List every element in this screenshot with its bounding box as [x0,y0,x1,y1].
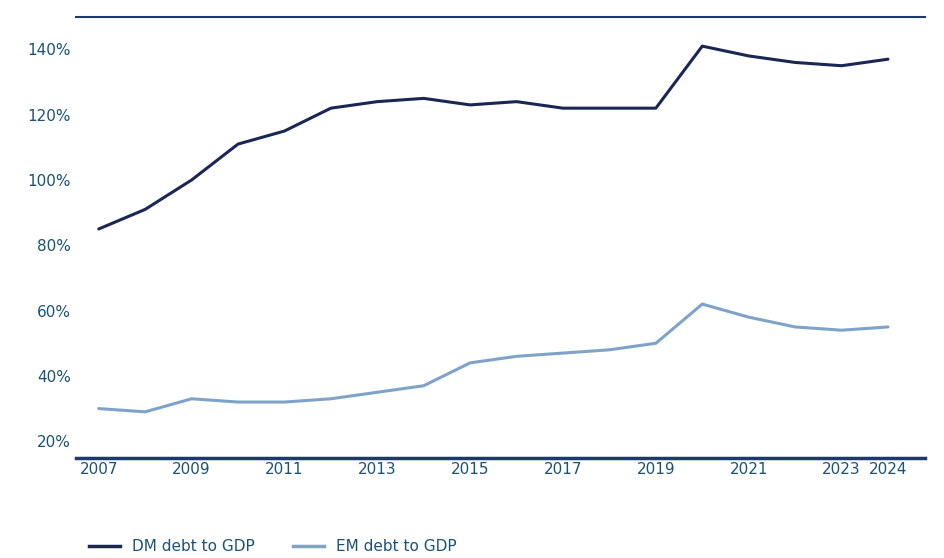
Legend: DM debt to GDP, EM debt to GDP: DM debt to GDP, EM debt to GDP [83,533,463,558]
